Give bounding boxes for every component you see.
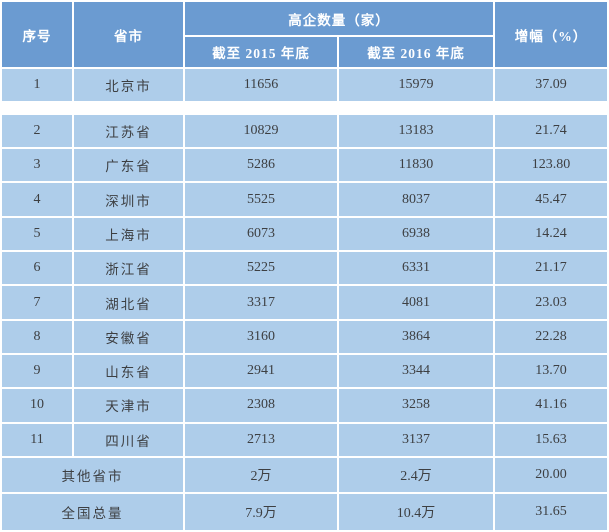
cell-count-2015: 5225 (185, 252, 337, 285)
cell-growth: 13.70 (495, 355, 607, 388)
cell-region: 深圳市 (74, 183, 183, 216)
cell-growth: 31.65 (495, 494, 607, 530)
cell-rank: 1 (2, 69, 72, 102)
cell-count-2015: 2941 (185, 355, 337, 388)
header-cell-growth: 增幅（%） (495, 2, 607, 67)
cell-rank: 7 (2, 286, 72, 319)
cell-count-2016: 6938 (339, 217, 493, 251)
cell-growth: 22.28 (495, 320, 607, 353)
cell-count-2016: 13183 (339, 114, 493, 148)
cell-growth: 45.47 (495, 183, 607, 216)
cell-count-2015: 5525 (185, 183, 337, 216)
cell-region: 四川省 (74, 423, 183, 456)
table-row: 11 四川省 2713 3137 15.63 (2, 423, 607, 456)
cell-region: 上海市 (74, 217, 183, 251)
cell-footer-label: 其他省市 (2, 457, 183, 493)
cell-growth: 37.09 (495, 69, 607, 102)
cell-growth: 15.63 (495, 423, 607, 456)
cell-count-2015: 3160 (185, 320, 337, 353)
cell-rank: 9 (2, 355, 72, 388)
cell-growth: 123.80 (495, 149, 607, 182)
cell-region: 江苏省 (74, 114, 183, 148)
cell-rank: 8 (2, 320, 72, 353)
cell-count-2015: 7.9万 (185, 494, 337, 530)
cell-rank: 3 (2, 149, 72, 182)
row-separator-band (2, 103, 607, 113)
table-row: 2 江苏省 10829 13183 21.74 (2, 114, 607, 148)
cell-count-2016: 6331 (339, 252, 493, 285)
cell-count-2016: 3344 (339, 355, 493, 388)
cell-region: 浙江省 (74, 252, 183, 285)
cell-count-2015: 5286 (185, 149, 337, 182)
cell-count-2016: 3137 (339, 423, 493, 456)
header-cell-region: 省市 (74, 2, 183, 67)
cell-count-2015: 2713 (185, 423, 337, 456)
cell-rank: 6 (2, 252, 72, 285)
cell-count-2016: 11830 (339, 149, 493, 182)
table-row: 7 湖北省 3317 4081 23.03 (2, 286, 607, 319)
cell-growth: 20.00 (495, 457, 607, 493)
cell-count-2015: 2万 (185, 457, 337, 493)
separator-cell (2, 103, 607, 113)
table-body: 1 北京市 11656 15979 37.09 2 江苏省 10829 13183 21.74 3 广… (2, 69, 607, 530)
table-row: 10 天津市 2308 3258 41.16 (2, 389, 607, 422)
cell-count-2016: 15979 (339, 69, 493, 102)
header-cell-count-group: 高企数量（家） (185, 2, 493, 35)
cell-count-2015: 2308 (185, 389, 337, 422)
cell-count-2015: 10829 (185, 114, 337, 148)
cell-region: 湖北省 (74, 286, 183, 319)
cell-footer-label: 全国总量 (2, 494, 183, 530)
cell-count-2016: 3864 (339, 320, 493, 353)
cell-growth: 41.16 (495, 389, 607, 422)
cell-rank: 5 (2, 217, 72, 251)
cell-region: 北京市 (74, 69, 183, 102)
header-cell-2015: 截至 2015 年底 (185, 37, 337, 67)
cell-growth: 23.03 (495, 286, 607, 319)
cell-count-2016: 3258 (339, 389, 493, 422)
cell-growth: 14.24 (495, 217, 607, 251)
cell-count-2016: 10.4万 (339, 494, 493, 530)
table-row: 1 北京市 11656 15979 37.09 (2, 69, 607, 102)
cell-rank: 2 (2, 114, 72, 148)
table-row: 4 深圳市 5525 8037 45.47 (2, 183, 607, 216)
table-row-other-provinces: 其他省市 2万 2.4万 20.00 (2, 457, 607, 493)
table-row: 5 上海市 6073 6938 14.24 (2, 217, 607, 251)
cell-count-2015: 11656 (185, 69, 337, 102)
cell-count-2016: 8037 (339, 183, 493, 216)
table-row: 3 广东省 5286 11830 123.80 (2, 149, 607, 182)
cell-count-2015: 3317 (185, 286, 337, 319)
cell-growth: 21.74 (495, 114, 607, 148)
cell-region: 天津市 (74, 389, 183, 422)
cell-rank: 4 (2, 183, 72, 216)
header-cell-2016: 截至 2016 年底 (339, 37, 493, 67)
table-row: 9 山东省 2941 3344 13.70 (2, 355, 607, 388)
cell-rank: 11 (2, 423, 72, 456)
table-row: 6 浙江省 5225 6331 21.17 (2, 252, 607, 285)
cell-count-2015: 6073 (185, 217, 337, 251)
cell-rank: 10 (2, 389, 72, 422)
cell-region: 安徽省 (74, 320, 183, 353)
cell-count-2016: 4081 (339, 286, 493, 319)
table-row-national-total: 全国总量 7.9万 10.4万 31.65 (2, 494, 607, 530)
table-row: 8 安徽省 3160 3864 22.28 (2, 320, 607, 353)
cell-region: 广东省 (74, 149, 183, 182)
table-header: 序号 省市 高企数量（家） 增幅（%） 截至 2015 年底 截至 2016 年… (2, 2, 607, 67)
cell-region: 山东省 (74, 355, 183, 388)
cell-growth: 21.17 (495, 252, 607, 285)
cell-count-2016: 2.4万 (339, 457, 493, 493)
header-cell-no: 序号 (2, 2, 72, 67)
